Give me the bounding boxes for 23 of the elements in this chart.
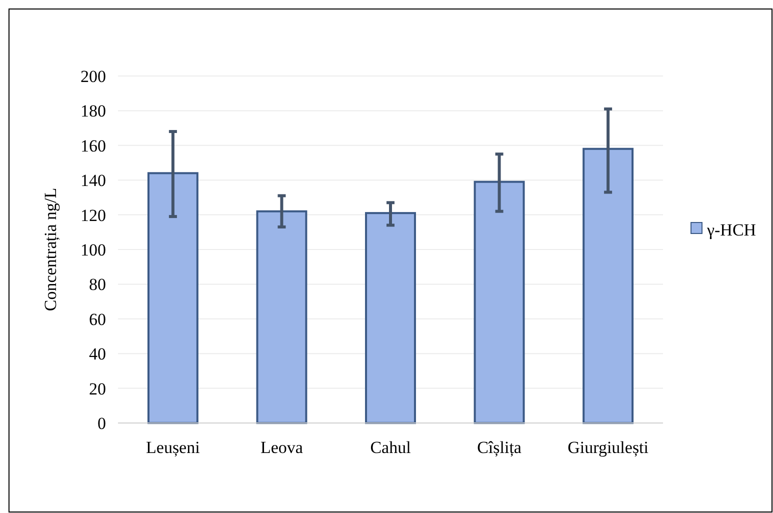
y-axis-title: Concentrația ng/L bbox=[41, 188, 60, 312]
y-tick-label: 100 bbox=[80, 240, 106, 260]
y-tick-label: 140 bbox=[80, 171, 106, 190]
x-tick-label: Leova bbox=[260, 438, 304, 457]
x-tick-label: Cahul bbox=[370, 438, 412, 457]
y-tick-label: 0 bbox=[98, 414, 106, 433]
legend-label: γ-HCH bbox=[706, 220, 756, 240]
bar bbox=[365, 212, 416, 424]
x-tick-label: Leușeni bbox=[146, 438, 200, 457]
y-tick-label: 80 bbox=[89, 275, 106, 294]
x-tick-label: Cîșlița bbox=[477, 438, 522, 457]
bar bbox=[256, 210, 308, 424]
x-tick-label: Giurgiulești bbox=[568, 438, 649, 457]
y-tick-label: 40 bbox=[89, 344, 106, 364]
bar bbox=[474, 180, 525, 424]
y-tick-label: 180 bbox=[80, 102, 106, 121]
y-tick-label: 200 bbox=[80, 66, 106, 86]
y-tick-label: 120 bbox=[80, 206, 106, 225]
y-tick-label: 60 bbox=[89, 310, 106, 329]
y-tick-label: 160 bbox=[80, 136, 106, 156]
y-tick-label: 20 bbox=[89, 379, 106, 398]
bar bbox=[147, 172, 198, 424]
bar bbox=[582, 148, 634, 424]
